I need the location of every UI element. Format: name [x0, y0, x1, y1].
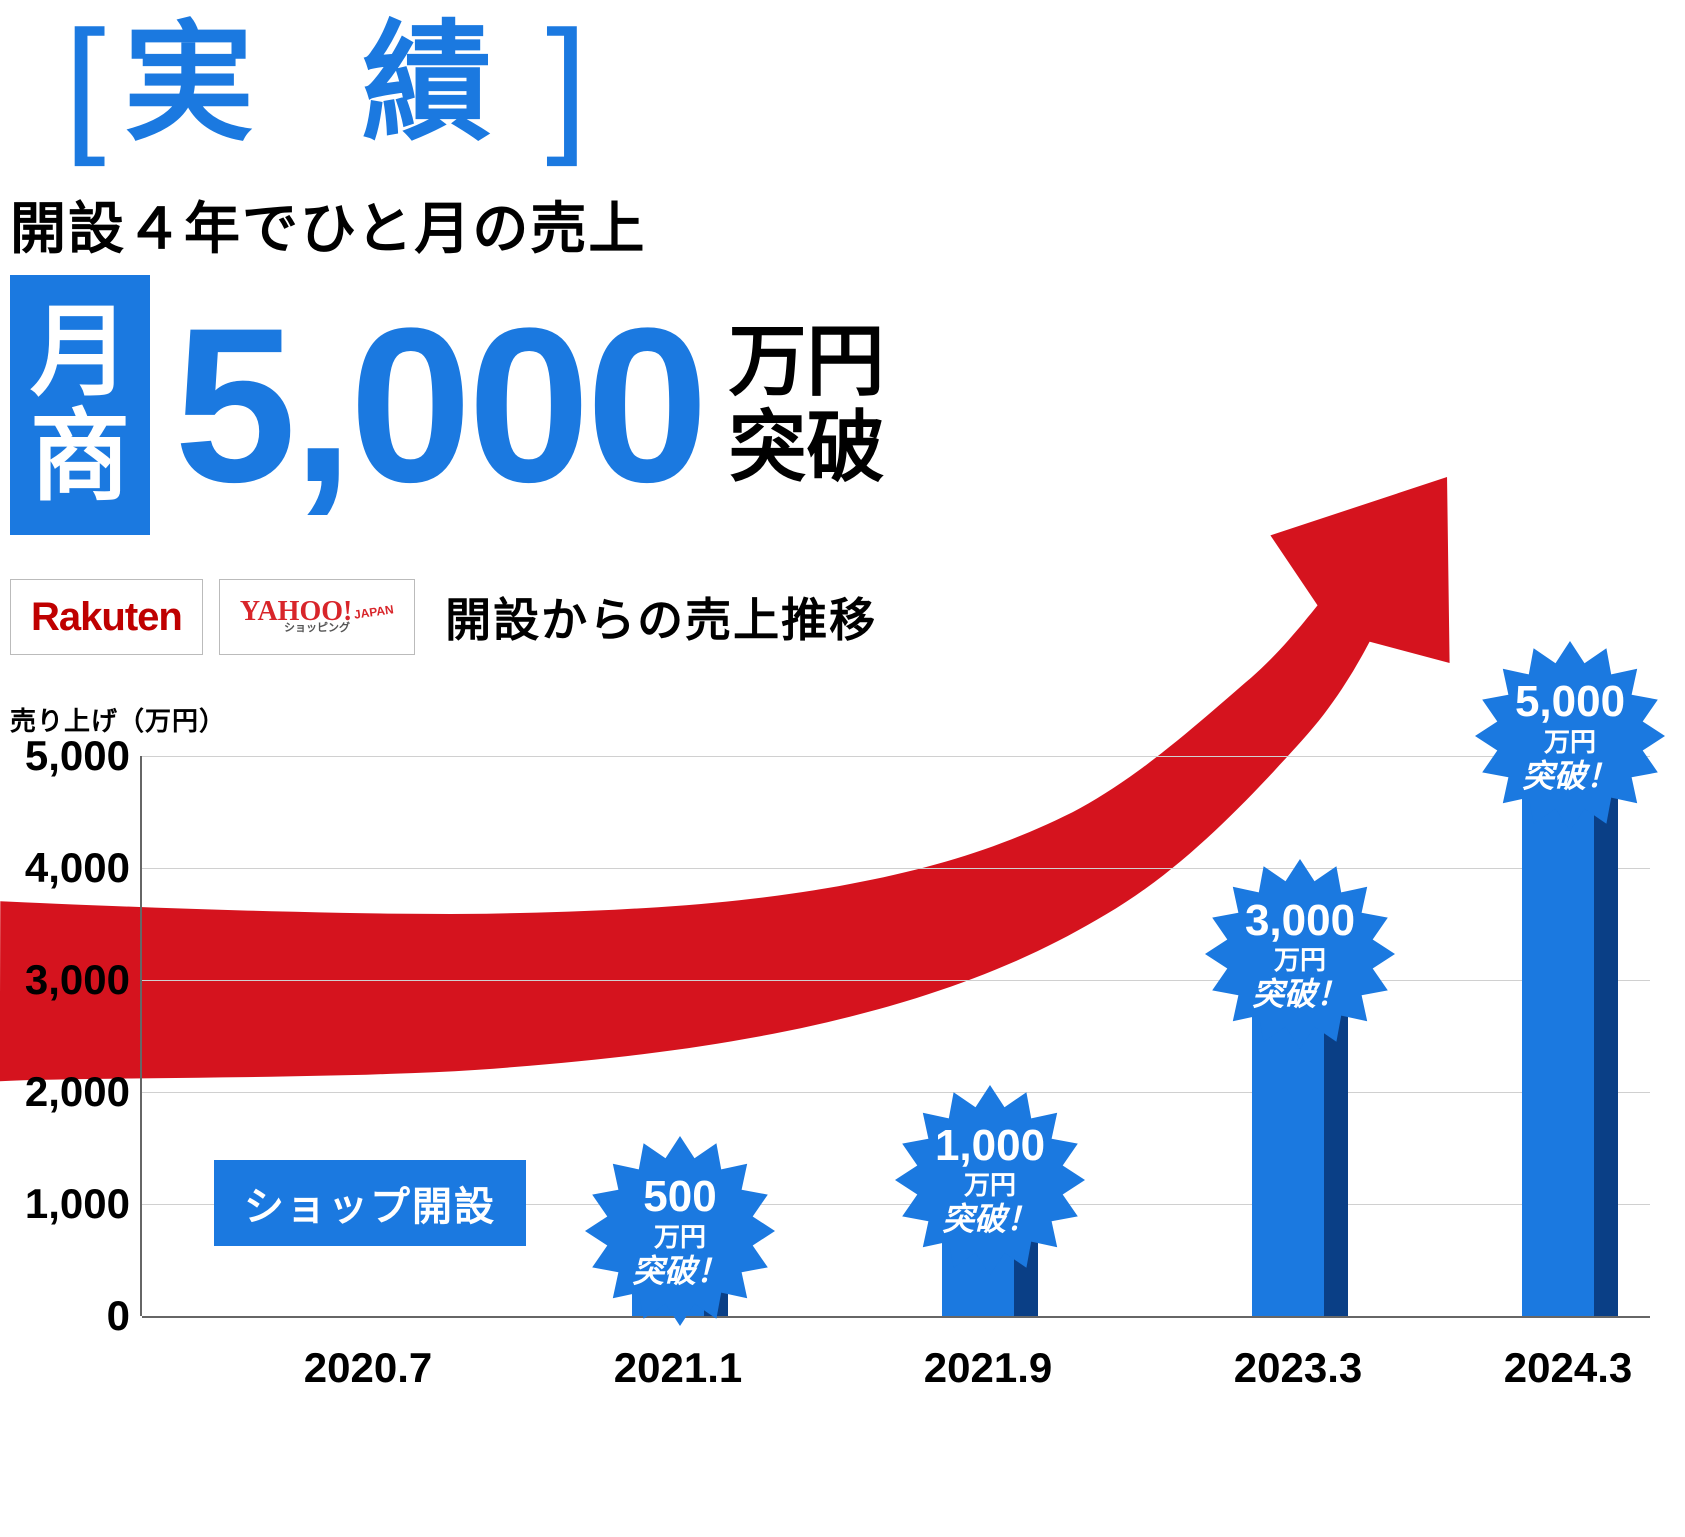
shop-open-badge: ショップ開設	[214, 1160, 526, 1246]
x-axis-label: 2021.1	[614, 1344, 742, 1392]
logo-yahoo-japan: JAPAN	[354, 606, 395, 621]
x-axis-label: 2021.9	[924, 1344, 1052, 1392]
milestone-burst: 1,000万円突破！	[895, 1085, 1085, 1275]
logos-caption: 開設からの売上推移	[445, 584, 877, 650]
logo-yahoo-text: YAHOO!JAPAN ショッピング	[240, 601, 394, 632]
sales-growth-chart: ショップ開設500万円突破！1,000万円突破！3,000万円突破！5,000万…	[10, 756, 1650, 1392]
sub-heading: 開設４年でひと月の売上	[10, 184, 1685, 265]
logos-row: Rakuten YAHOO!JAPAN ショッピング 開設からの売上推移	[10, 579, 1685, 655]
milestone-burst: 500万円突破！	[585, 1136, 775, 1326]
monthly-sales-badge: 月 商	[10, 275, 150, 535]
unit-line2: 突破	[729, 405, 885, 491]
milestone-burst: 3,000万円突破！	[1205, 859, 1395, 1049]
page-title-row: [ 実 績 ]	[0, 0, 1685, 158]
y-axis-title: 売り上げ（万円）	[10, 701, 1685, 738]
y-axis-label: 1,000	[10, 1180, 130, 1228]
bracket-open: [	[64, 8, 106, 158]
grid-line	[142, 980, 1650, 981]
logo-rakuten-text: Rakuten	[31, 595, 182, 640]
y-axis-label: 2,000	[10, 1068, 130, 1116]
logo-yahoo: YAHOO!JAPAN ショッピング	[219, 579, 415, 655]
headline-unit: 万円 突破	[729, 319, 885, 491]
x-axis-label: 2023.3	[1234, 1344, 1362, 1392]
y-axis-label: 4,000	[10, 844, 130, 892]
x-axis-label: 2024.3	[1504, 1344, 1632, 1392]
logo-rakuten: Rakuten	[10, 579, 203, 655]
grid-line	[142, 1316, 1650, 1318]
y-axis-label: 3,000	[10, 956, 130, 1004]
bracket-close: ]	[546, 8, 588, 158]
y-axis-label: 0	[10, 1292, 130, 1340]
grid-line	[142, 756, 1650, 757]
gesshou-top: 月	[30, 300, 130, 405]
headline-row: 月 商 5,000 万円 突破	[10, 275, 1685, 535]
headline-amount: 5,000	[174, 306, 705, 504]
y-axis-label: 5,000	[10, 732, 130, 780]
gesshou-bottom: 商	[30, 405, 130, 510]
x-axis-label: 2020.7	[304, 1344, 432, 1392]
chart-plot-area: ショップ開設500万円突破！1,000万円突破！3,000万円突破！5,000万…	[140, 756, 1650, 1316]
unit-line1: 万円	[729, 319, 885, 405]
grid-line	[142, 868, 1650, 869]
page-title: 実 績	[124, 18, 528, 148]
